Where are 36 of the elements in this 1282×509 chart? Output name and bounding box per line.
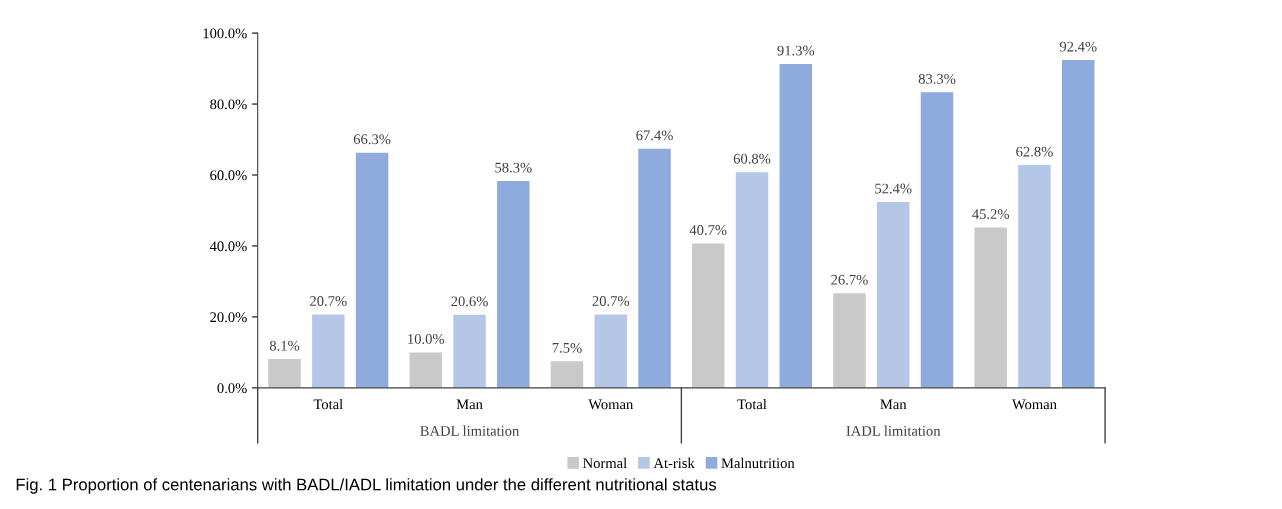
data-label: 20.7% [592, 296, 630, 306]
y-tick-label: 60.0% [210, 170, 247, 181]
x-tick-label: Total [313, 398, 343, 410]
data-label: 7.5% [552, 342, 582, 353]
data-label: 66.3% [353, 134, 391, 145]
y-tick-label: 40.0% [209, 241, 247, 252]
data-label: 26.7% [831, 274, 868, 285]
x-tick-label: Woman [1011, 399, 1057, 410]
data-label: 40.7% [689, 225, 727, 236]
data-label: 62.8% [1016, 146, 1053, 157]
x-tick-label: Total [737, 398, 767, 410]
data-label: 58.3% [495, 162, 532, 173]
data-label: 92.4% [1059, 41, 1097, 52]
data-label: 8.1% [269, 340, 300, 351]
data-label: 67.4% [636, 130, 673, 141]
y-tick-label: 80.0% [210, 99, 247, 110]
data-label: 52.4% [875, 183, 912, 194]
x-tick-label: Man [456, 399, 483, 410]
data-label: 60.8% [733, 153, 771, 164]
legend-label: Malnutrition [721, 457, 795, 469]
data-label: 20.7% [310, 296, 347, 306]
text: BADL limitation [420, 425, 520, 436]
legend-label: Normal [583, 457, 627, 469]
data-label: 83.3% [918, 73, 956, 84]
text: IADL limitation [846, 425, 941, 436]
y-tick-label: 100.0% [203, 28, 247, 39]
legend-label: At-risk [653, 457, 695, 469]
data-label: 20.6% [451, 296, 488, 307]
x-tick-label: Woman [588, 399, 634, 410]
data-label: 45.2% [972, 209, 1010, 220]
caption: Fig. 1 Proportion of centenarians with BADL/IADL limitation under the different nutritional status [16, 478, 717, 494]
data-label: 91.3% [777, 45, 815, 56]
x-tick-label: Man [880, 399, 907, 410]
data-label: 10.0% [408, 334, 445, 344]
y-tick-label: 20.0% [210, 312, 247, 323]
y-tick-label: 0.0% [217, 383, 247, 394]
